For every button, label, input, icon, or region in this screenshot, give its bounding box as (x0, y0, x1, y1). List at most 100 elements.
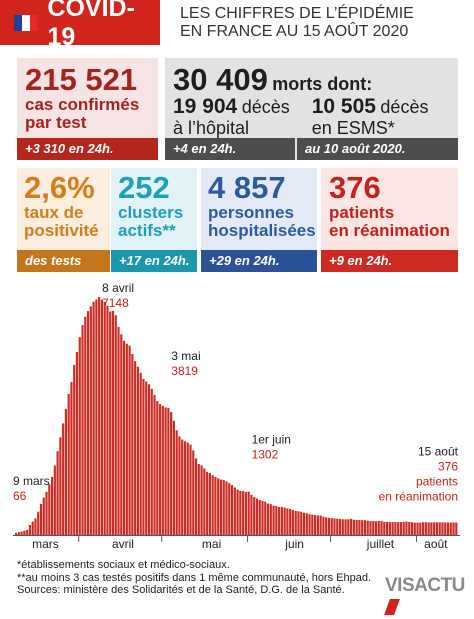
bar (325, 517, 328, 535)
header-badge: COVID-19 (0, 0, 160, 51)
bar (183, 441, 187, 535)
bar (350, 518, 353, 535)
point-value: 376 (438, 459, 458, 473)
bar (111, 310, 115, 535)
bar (422, 522, 425, 535)
bar (128, 345, 131, 535)
bar (435, 522, 439, 535)
bar (208, 473, 211, 535)
bar (264, 501, 267, 535)
bar (330, 518, 333, 535)
bar (86, 311, 90, 535)
bar (408, 521, 411, 535)
bar (158, 404, 162, 535)
bar (366, 520, 369, 535)
point-date: 3 mai (171, 349, 200, 363)
card-number: 252 (118, 170, 170, 205)
bar (250, 494, 253, 535)
bar (402, 521, 405, 535)
point-value: 7148 (102, 296, 129, 310)
card-label: par test (25, 113, 87, 132)
bar (78, 337, 81, 535)
card-label: personnes (208, 203, 294, 222)
bar (247, 491, 250, 535)
card-footer: +4 en 24h. (165, 138, 295, 160)
bar (253, 497, 256, 535)
title-line: EN FRANCE AU 15 AOÛT 2020 (180, 23, 409, 40)
bar (75, 351, 79, 535)
card-footer: +29 en 24h. (201, 250, 317, 272)
x-tick-label: mai (202, 537, 221, 551)
bar (42, 497, 45, 535)
item-word: décès (241, 97, 290, 117)
bar (92, 301, 95, 535)
bar (397, 522, 400, 535)
bar (352, 519, 355, 535)
bar (338, 519, 342, 535)
bar (89, 306, 92, 535)
footnote: **au moins 3 cas testés positifs dans 1 … (17, 571, 372, 584)
item-number: 10 505 (311, 95, 376, 118)
bar (194, 458, 198, 535)
card-label: hospitalisées (208, 221, 316, 240)
bar (449, 522, 452, 535)
bar (316, 515, 319, 535)
bar (410, 522, 414, 535)
bar (62, 423, 65, 535)
bar (145, 381, 148, 535)
bar (70, 382, 73, 535)
bar (441, 522, 444, 535)
item-sub: en ESMS* (311, 118, 395, 138)
title-line: LES CHIFFRES DE L’ÉPIDÉMIE (180, 5, 414, 22)
bar (336, 518, 339, 535)
bar (286, 508, 289, 535)
cases-card: 215 521 cas confirmés par test +3 310 en… (17, 58, 158, 160)
bar (175, 430, 178, 535)
bar (98, 296, 101, 535)
card-footer: au 10 août 2020. (297, 138, 458, 160)
bar (67, 393, 70, 535)
bar (289, 508, 292, 535)
bar (452, 522, 455, 535)
bar (56, 451, 59, 535)
bar (394, 522, 397, 535)
item-word: décès (380, 97, 429, 117)
bar (388, 522, 391, 535)
bar (446, 522, 450, 535)
bar (311, 514, 314, 535)
bar (319, 515, 322, 535)
bar (122, 340, 126, 535)
bar (327, 517, 331, 535)
bar (430, 522, 433, 535)
bar (28, 525, 32, 535)
bar (161, 405, 164, 535)
bar (444, 522, 447, 535)
bar (114, 315, 117, 535)
bar (294, 510, 297, 535)
bar (156, 401, 159, 535)
bar (333, 518, 336, 535)
bar (153, 394, 156, 535)
icu-card: 376 patients en réanimation +9 en 24h. (321, 168, 458, 272)
bar (120, 334, 123, 535)
bar (269, 504, 272, 535)
x-tick-label: août (424, 537, 448, 551)
bar (308, 514, 311, 535)
flag (14, 14, 38, 31)
bar (50, 476, 54, 535)
card-suffix: morts dont: (272, 74, 373, 94)
bar (344, 519, 347, 535)
bar (34, 518, 37, 535)
bar (424, 522, 427, 535)
bar (427, 522, 430, 535)
bar (386, 521, 389, 535)
bar (84, 316, 87, 535)
card-number: 215 521 (25, 62, 138, 97)
badge-text: COVID-19 (47, 0, 135, 51)
card-label: positivité (24, 221, 99, 240)
bar (186, 442, 189, 535)
bar (391, 522, 394, 535)
bar (361, 520, 364, 535)
bar (455, 522, 458, 535)
